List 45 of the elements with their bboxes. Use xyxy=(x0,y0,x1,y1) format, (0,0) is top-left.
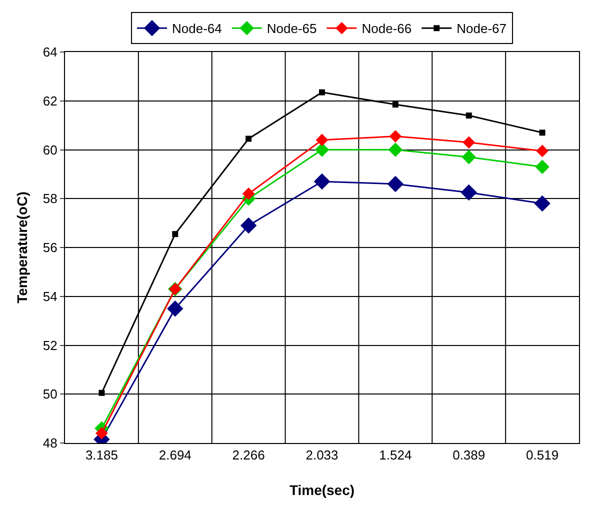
point xyxy=(388,142,403,157)
point xyxy=(314,173,330,190)
point xyxy=(167,300,184,317)
y-tick-label: 64 xyxy=(42,44,58,60)
point xyxy=(462,150,476,164)
y-tick-label: 54 xyxy=(42,288,58,304)
point xyxy=(314,142,330,157)
y-tick-label: 56 xyxy=(42,240,58,256)
point xyxy=(246,136,252,142)
legend-label: Node-67 xyxy=(456,21,506,36)
y-axis-title: Temperature(oC) xyxy=(14,192,30,304)
point xyxy=(462,136,476,149)
point xyxy=(387,176,404,192)
point xyxy=(535,160,550,174)
y-tick-label: 50 xyxy=(42,386,58,402)
point xyxy=(98,390,105,396)
x-tick-label: 1.524 xyxy=(379,448,412,463)
legend-label: Node-65 xyxy=(266,21,317,36)
point xyxy=(316,134,328,146)
x-tick-label: 3.185 xyxy=(85,448,118,463)
point xyxy=(172,231,178,238)
y-tick-label: 60 xyxy=(42,142,58,158)
point xyxy=(319,89,325,96)
legend-label: Node-66 xyxy=(362,21,412,36)
x-tick-label: 2.694 xyxy=(158,448,192,463)
point xyxy=(539,130,546,136)
point xyxy=(242,188,255,200)
legend-label: Node-64 xyxy=(172,21,222,36)
x-tick-label: 2.033 xyxy=(306,448,338,463)
point xyxy=(536,144,548,158)
x-tick-label: 0.519 xyxy=(526,448,559,463)
x-tick-label: 2.266 xyxy=(232,448,265,463)
y-tick-label: 52 xyxy=(42,338,58,353)
point xyxy=(534,195,550,212)
y-tick-label: 62 xyxy=(42,93,58,108)
point xyxy=(392,102,398,108)
x-tick-label: 0.389 xyxy=(452,448,486,463)
y-tick-label: 48 xyxy=(42,436,58,451)
point xyxy=(96,427,108,440)
y-tick-label: 58 xyxy=(42,191,58,206)
point xyxy=(460,184,477,201)
point xyxy=(466,112,472,119)
point xyxy=(240,217,257,234)
x-axis-title: Time(sec) xyxy=(289,482,355,498)
point xyxy=(389,130,402,142)
